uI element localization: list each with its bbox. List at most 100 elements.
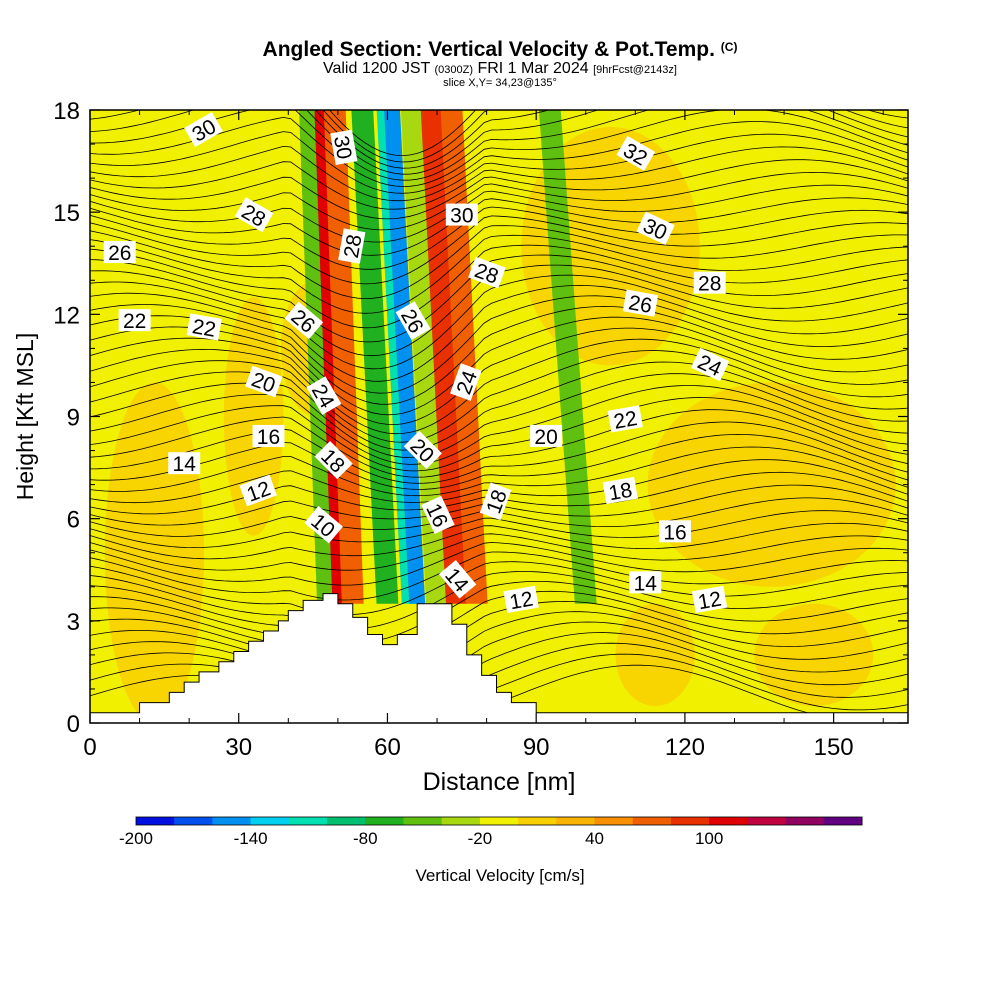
colorbar-swatch [556, 817, 596, 825]
contour-label-text: 28 [340, 233, 367, 260]
theta-contour-line [90, 234, 908, 314]
contour-label-text: 20 [534, 426, 557, 449]
theta-contour-line [90, 171, 908, 231]
theta-contour-line [90, 385, 908, 465]
contour-label-text: 12 [508, 588, 535, 615]
contour-label-text: 28 [698, 273, 721, 296]
chart-subtitle: Valid 1200 JST (0300Z) FRI 1 Mar 2024 [9… [0, 61, 1000, 78]
theta-contour-line [90, 446, 908, 497]
theta-contour-line [90, 146, 908, 210]
theta-contour-line [90, 159, 908, 220]
contour-label-bg [186, 313, 222, 341]
y-tick-label: 12 [53, 302, 80, 329]
theta-contour-line [90, 350, 908, 443]
theta-contour-line [90, 121, 908, 194]
x-tick-label: 60 [374, 734, 401, 761]
contour-label-bg [403, 430, 442, 469]
contour-label-bg [468, 256, 506, 289]
velocity-field [90, 110, 908, 723]
contour-label: 18 [602, 476, 638, 505]
contour-label-bg [602, 476, 638, 505]
y-tick-label: 15 [53, 200, 80, 227]
contour-label-text: 12 [696, 588, 723, 615]
contour-label-bg [503, 585, 539, 614]
colorbar-swatch [212, 817, 252, 825]
x-tick-label: 120 [665, 734, 705, 761]
colorbar: -200 -140 -80 -20 40 100 Vertical Velocity [cm… [119, 816, 863, 885]
colorbar-swatch [479, 817, 519, 825]
theta-contour-line [90, 110, 908, 187]
theta-contour-line [90, 305, 908, 405]
contour-label-bg [690, 347, 730, 382]
theta-contour-line [90, 409, 908, 478]
x-tick-label: 30 [225, 734, 252, 761]
contour-label-bg [252, 424, 285, 447]
theta-contour-line [90, 225, 908, 300]
contour-label: 12 [503, 585, 539, 615]
x-tick-label: 90 [523, 734, 550, 761]
contour-label-bg [450, 363, 482, 401]
contour-label: 16 [658, 520, 691, 544]
contour-label-text: 14 [173, 453, 197, 476]
theta-contour-line [90, 110, 908, 175]
contour-label: 26 [622, 289, 659, 318]
colorbar-swatch [785, 817, 825, 825]
axes: 0 30 60 90 120 150 0 3 6 9 12 15 18 Distance [nm] Heig… [12, 98, 909, 796]
colorbar-tick-label: -80 [353, 829, 378, 848]
velocity-column [400, 110, 448, 604]
colorbar-swatch [136, 817, 175, 825]
terrain-profile [90, 593, 908, 723]
contour-label: 30 [329, 129, 358, 165]
contour-label-bg [616, 135, 656, 171]
velocity-column [440, 110, 488, 604]
contour-label: 26 [395, 301, 431, 341]
colorbar-tick-label: 40 [585, 829, 604, 848]
contour-label-text: 26 [108, 242, 131, 265]
colorbar-label: Vertical Velocity [cm/s] [415, 866, 584, 885]
chart-title-block: Angled Section: Vertical Velocity & Pot.… [0, 36, 1000, 89]
chart-title: Angled Section: Vertical Velocity & Pot.… [0, 36, 1000, 61]
contour-label: 14 [629, 571, 662, 595]
theta-contour-line [90, 590, 908, 657]
y-tick-label: 18 [53, 98, 80, 125]
contour-label: 26 [103, 241, 136, 265]
colorbar-tick-label: -20 [468, 829, 493, 848]
contour-label-bg [479, 482, 512, 521]
y-tick-label: 3 [67, 609, 80, 636]
contour-label-bg [239, 474, 278, 507]
velocity-column [420, 110, 468, 604]
contour-label-bg [622, 289, 659, 317]
x-tick-label: 150 [814, 734, 854, 761]
contour-label-bg [314, 440, 353, 480]
colorbar-swatch [594, 817, 634, 825]
theta-contour-line [90, 421, 908, 484]
y-tick-label: 6 [67, 507, 80, 534]
colorbar-swatch [670, 817, 710, 825]
contour-label-text: 30 [329, 134, 356, 161]
contour-label: 18 [479, 482, 512, 521]
contour-label-text: 16 [257, 426, 280, 449]
subtitle-forecast: [9hrFcst@2143z] [593, 64, 677, 76]
colorbar-swatch [327, 817, 366, 825]
x-axis-label: Distance [nm] [423, 768, 576, 796]
y-tick-label: 0 [67, 711, 80, 738]
contour-label-bg [306, 376, 342, 415]
theta-contour-line [90, 110, 908, 169]
theta-contour-line [90, 433, 908, 490]
contour-label-bg [530, 424, 563, 447]
theta-contour-line [90, 551, 908, 601]
theta-contour-line [90, 295, 908, 394]
theta-contour-line [90, 397, 908, 472]
contour-label-bg [284, 301, 324, 340]
contour-label: 28 [234, 197, 274, 233]
terrain [90, 593, 908, 723]
theta-contour-line [90, 542, 908, 586]
contour-label-text: 22 [190, 315, 217, 342]
theta-contour-line [90, 316, 908, 416]
theta-contour-line [90, 284, 908, 382]
theta-contour-line [90, 338, 908, 435]
contour-label-text: 22 [123, 310, 146, 333]
contour-label: 30 [445, 203, 478, 228]
theta-contour-line [90, 581, 908, 644]
